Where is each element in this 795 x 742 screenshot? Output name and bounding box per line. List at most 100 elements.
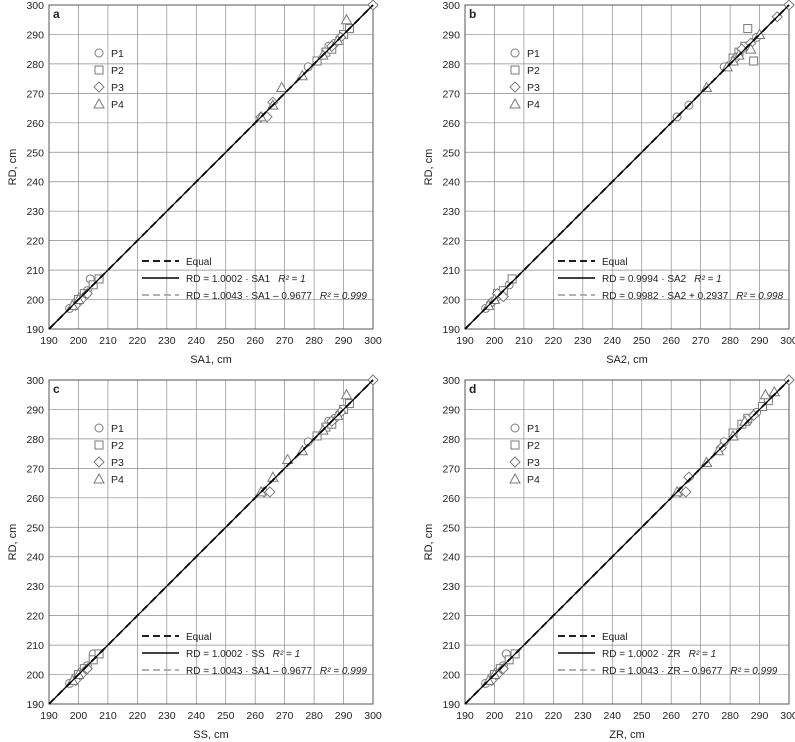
legend-label-p4: P4: [527, 474, 540, 486]
y-tick-label: 200: [26, 295, 44, 307]
line-legend-r2: R² = 0.998: [736, 291, 783, 302]
x-tick-label: 290: [335, 710, 353, 722]
legend-marker-p4: [93, 97, 105, 109]
panel-letter: c: [53, 382, 60, 396]
y-tick-label: 300: [26, 375, 44, 387]
line-legend-r2: R² = 1: [278, 274, 306, 285]
data-point-p3: [683, 471, 695, 483]
line-legend-label: Equal: [602, 257, 628, 268]
plot-frame: [48, 379, 374, 705]
legend-marker-p1: [94, 48, 104, 58]
x-tick-label: 240: [604, 710, 622, 722]
y-tick-label: 240: [26, 552, 44, 564]
legend-marker-p2: [94, 65, 104, 75]
x-tick-label: 290: [751, 710, 769, 722]
legend-label-p4: P4: [111, 474, 124, 486]
plot-frame: [464, 379, 790, 705]
x-tick-label: 230: [158, 710, 176, 722]
data-point-p2: [743, 24, 753, 34]
y-tick-label: 240: [442, 177, 460, 189]
data-point-p3: [680, 486, 692, 498]
y-tick-label: 280: [442, 434, 460, 446]
data-point-p3: [264, 486, 276, 498]
y-tick-label: 230: [442, 206, 460, 218]
y-tick-label: 290: [442, 29, 460, 41]
x-tick-label: 270: [276, 710, 294, 722]
legend-marker-p3: [509, 81, 521, 93]
legend-label-p3: P3: [111, 82, 124, 94]
data-point-p3: [81, 287, 93, 300]
y-axis-label: RD, cm: [423, 524, 435, 561]
equal-line: [48, 379, 374, 705]
x-tick-label: 250: [633, 710, 651, 722]
y-tick-label: 270: [442, 88, 460, 100]
y-axis-label: RD, cm: [423, 149, 435, 186]
y-tick-label: 230: [442, 581, 460, 593]
x-tick-label: 220: [129, 710, 147, 722]
y-tick-label: 280: [26, 59, 44, 71]
x-axis-label: ZR, cm: [609, 729, 644, 741]
x-tick-label: 190: [40, 335, 58, 347]
equal-line: [48, 4, 374, 330]
y-axis-label: RD, cm: [7, 524, 19, 561]
legend-label-p1: P1: [111, 48, 124, 60]
data-point-p4: [340, 388, 353, 400]
x-tick-label: 300: [364, 710, 382, 722]
y-tick-label: 190: [26, 699, 44, 711]
line-legend-r2: R² = 1: [689, 649, 717, 660]
equal-line: [464, 379, 790, 705]
data-point-p4: [744, 43, 757, 54]
y-tick-label: 270: [26, 88, 44, 100]
x-tick-label: 250: [217, 710, 235, 722]
x-axis-label: SS, cm: [193, 729, 228, 741]
x-tick-label: 300: [780, 710, 795, 722]
legend-label-p1: P1: [111, 423, 124, 435]
legend-marker-p2: [94, 440, 104, 450]
x-tick-label: 250: [217, 335, 235, 347]
legend-label-p2: P2: [527, 65, 540, 77]
x-axis-label: SA2, cm: [606, 354, 648, 366]
legend-label-p3: P3: [527, 82, 540, 94]
x-axis-label: SA1, cm: [190, 354, 232, 366]
x-tick-label: 290: [751, 335, 769, 347]
legend-marker-p1: [94, 423, 104, 433]
y-tick-label: 270: [442, 463, 460, 475]
line-legend-label: RD = 1.0002 · SS: [186, 649, 265, 660]
y-axis-label: RD, cm: [7, 149, 19, 186]
panel-letter: a: [53, 7, 60, 21]
legend-marker-p4: [93, 472, 105, 484]
x-tick-label: 200: [486, 710, 504, 722]
x-tick-label: 210: [99, 710, 117, 722]
legend-marker-p3: [509, 456, 521, 468]
legend-marker-p2: [510, 65, 520, 75]
line-legend-r2: R² = 0.999: [730, 666, 777, 677]
x-tick-label: 270: [692, 335, 710, 347]
x-tick-label: 220: [129, 335, 147, 347]
legend-label-p1: P1: [527, 423, 540, 435]
x-tick-label: 300: [364, 335, 382, 347]
x-tick-label: 200: [486, 335, 504, 347]
plot-frame: [464, 4, 790, 330]
x-tick-label: 230: [158, 335, 176, 347]
data-point-p2: [749, 56, 759, 66]
x-tick-label: 210: [515, 710, 533, 722]
y-tick-label: 210: [442, 265, 460, 277]
x-tick-label: 260: [246, 710, 264, 722]
plot-frame: [48, 4, 374, 330]
y-tick-label: 190: [26, 324, 44, 336]
y-tick-label: 210: [26, 265, 44, 277]
y-tick-label: 270: [26, 463, 44, 475]
y-tick-label: 240: [442, 552, 460, 564]
line-legend-r2: R² = 1: [694, 274, 722, 285]
y-tick-label: 260: [442, 118, 460, 130]
line-legend-r2: R² = 1: [273, 649, 301, 660]
line-legend-r2: R² = 0.999: [320, 666, 367, 677]
x-tick-label: 240: [188, 335, 206, 347]
x-tick-label: 220: [545, 335, 563, 347]
x-tick-label: 210: [515, 335, 533, 347]
x-tick-label: 260: [662, 710, 680, 722]
x-tick-label: 250: [633, 335, 651, 347]
x-tick-label: 260: [246, 335, 264, 347]
data-point-p4: [275, 81, 288, 92]
